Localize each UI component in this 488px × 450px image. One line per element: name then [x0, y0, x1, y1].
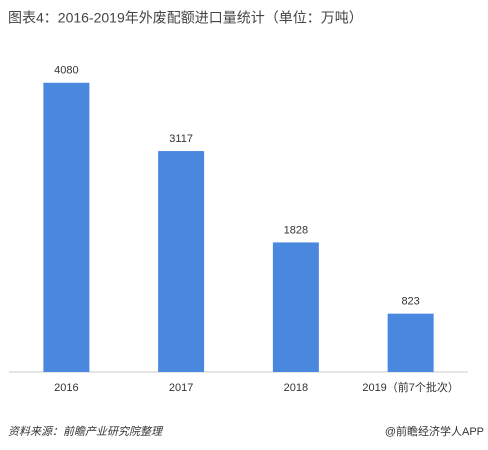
- bar: [158, 151, 205, 372]
- x-tick-label: 2019（前7个批次）: [362, 380, 459, 394]
- source-note: 资料来源：前瞻产业研究院整理: [8, 425, 164, 438]
- x-tick-label: 2018: [284, 382, 308, 394]
- brand: @前瞻经济学人APP: [385, 424, 484, 438]
- chart-title: 图表4：2016-2019年外废配额进口量统计（单位：万吨）: [8, 10, 363, 26]
- data-label: 4080: [54, 65, 78, 77]
- bar: [272, 242, 319, 372]
- data-label: 1828: [284, 224, 308, 236]
- data-label: 3117: [169, 133, 193, 145]
- x-tick-label: 2016: [54, 382, 78, 394]
- bar: [387, 313, 434, 372]
- x-tick-label: 2017: [169, 382, 193, 394]
- data-label: 823: [401, 296, 419, 308]
- bar: [43, 82, 90, 373]
